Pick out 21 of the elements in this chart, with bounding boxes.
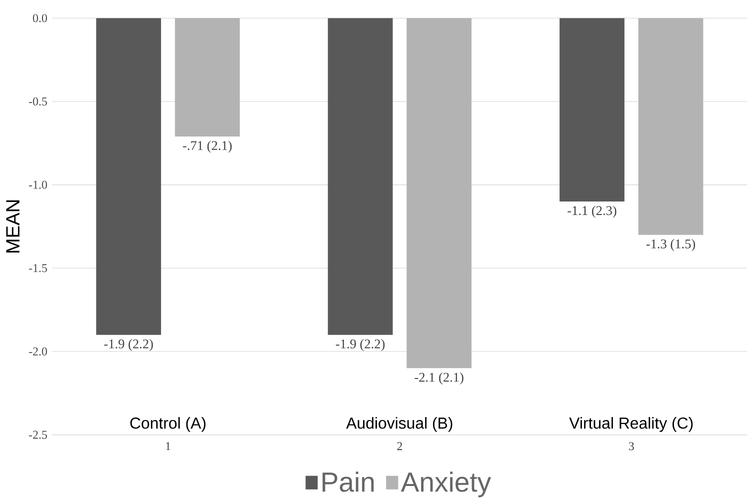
legend-label: Anxiety	[400, 472, 492, 498]
y-tick-label: -1.0	[28, 180, 47, 189]
data-label: -.71 (2.1)	[182, 140, 232, 153]
y-tick-label: -1.5	[28, 264, 47, 272]
y-tick-label: -2.5	[28, 430, 47, 439]
annotation: Control (A)	[130, 417, 206, 432]
x-tick-label: 2	[397, 442, 402, 450]
annotation: Audiovisual (B)	[346, 417, 452, 432]
legend-label: Pain	[322, 472, 374, 492]
x-tick-label: 1	[166, 442, 170, 450]
x-tick-label: 3	[628, 442, 634, 450]
annotation: Virtual Reality (C)	[569, 417, 693, 432]
data-label: -2.1 (2.1)	[414, 372, 464, 384]
data-label: -1.1 (2.3)	[568, 206, 616, 218]
y-axis-title: MEAN	[6, 200, 20, 253]
data-label: -1.3 (1.5)	[646, 239, 696, 252]
data-label: -1.9 (2.2)	[336, 339, 385, 352]
y-tick-label: -2.0	[28, 347, 47, 356]
data-label: -1.9 (2.2)	[104, 339, 153, 352]
y-tick-label: 0.0	[32, 14, 47, 22]
y-tick-label: -0.5	[28, 97, 47, 106]
